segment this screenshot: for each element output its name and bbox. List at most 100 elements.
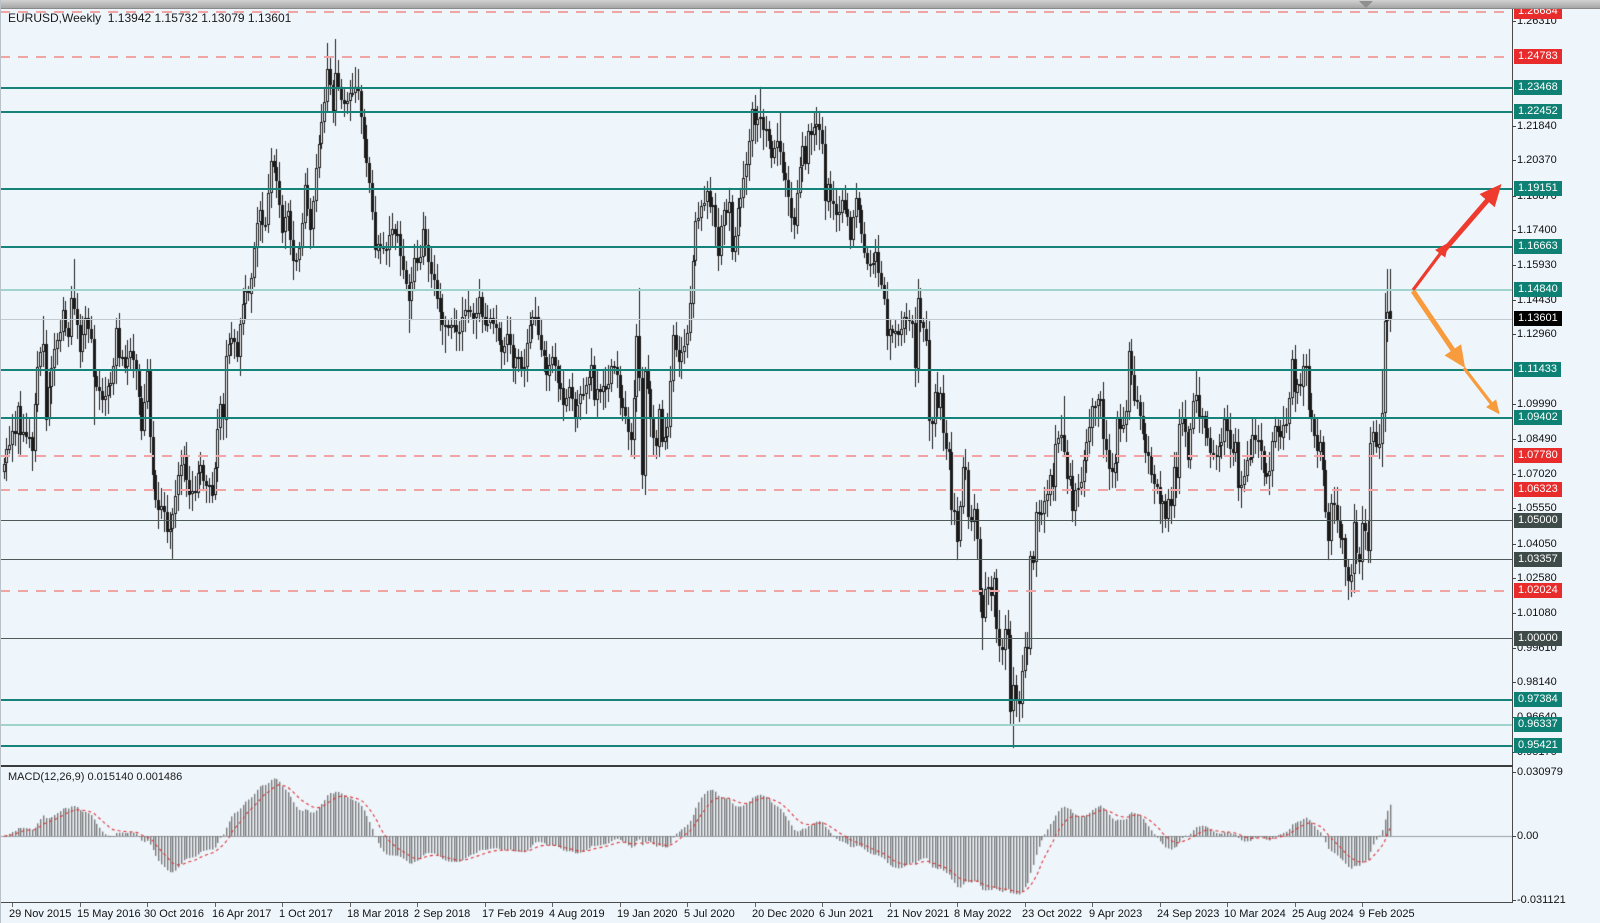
axis-tick-mark (1512, 439, 1516, 440)
level-price-badge: 1.23468 (1514, 80, 1562, 95)
price-axis-separator (1512, 8, 1513, 903)
axis-tick-mark (1512, 648, 1516, 649)
level-price-badge: 0.95421 (1514, 738, 1562, 753)
date-label: 21 Nov 2021 (887, 908, 950, 920)
date-tick-mark (620, 903, 621, 907)
level-line (0, 11, 1512, 13)
macd-panel-bottom-border (0, 902, 1513, 903)
date-label: 9 Apr 2023 (1089, 908, 1143, 920)
price-tick-label: 1.04050 (1517, 538, 1557, 550)
level-price-badge: 1.19151 (1514, 181, 1562, 196)
level-line (0, 559, 1512, 560)
date-tick-mark (1092, 903, 1093, 907)
level-line (0, 590, 1512, 592)
macd-axis-label: -0.031121 (1517, 894, 1566, 906)
current-price-badge: 1.13601 (1514, 311, 1562, 326)
level-price-badge: 0.96337 (1514, 717, 1562, 732)
axis-tick-mark (1512, 836, 1516, 837)
date-tick-mark (957, 903, 958, 907)
level-line (0, 489, 1512, 491)
level-price-badge: 1.02024 (1514, 583, 1562, 598)
date-label: 15 May 2016 (77, 908, 141, 920)
level-price-badge: 0.97384 (1514, 692, 1562, 707)
date-label: 25 Aug 2024 (1292, 908, 1354, 920)
axis-tick-mark (1512, 126, 1516, 127)
date-tick-mark (282, 903, 283, 907)
date-tick-mark (12, 903, 13, 907)
date-label: 9 Feb 2025 (1359, 908, 1415, 920)
date-label: 19 Jan 2020 (617, 908, 678, 920)
date-tick-mark (1160, 903, 1161, 907)
level-price-badge: 1.03357 (1514, 552, 1562, 567)
price-and-macd-chart-canvas[interactable] (0, 0, 1512, 923)
date-label: 29 Nov 2015 (9, 908, 72, 920)
macd-axis-label: 0.00 (1517, 830, 1539, 842)
level-line (0, 455, 1512, 457)
date-label: 4 Aug 2019 (549, 908, 605, 920)
macd-indicator-label: MACD(12,26,9) 0.015140 0.001486 (8, 771, 183, 783)
price-tick-label: 0.98140 (1517, 676, 1557, 688)
date-tick-mark (687, 903, 688, 907)
date-label: 17 Feb 2019 (482, 908, 544, 920)
axis-tick-mark (1512, 900, 1516, 901)
price-tick-label: 1.09990 (1517, 398, 1557, 410)
date-label: 10 Mar 2024 (1224, 908, 1286, 920)
date-tick-mark (1295, 903, 1296, 907)
date-tick-mark (1227, 903, 1228, 907)
level-price-badge: 1.22452 (1514, 104, 1562, 119)
level-line (0, 369, 1512, 371)
date-label: 23 Oct 2022 (1022, 908, 1082, 920)
level-line (0, 56, 1512, 58)
level-price-badge: 1.16663 (1514, 239, 1562, 254)
axis-tick-mark (1512, 230, 1516, 231)
price-tick-label: 1.12960 (1517, 328, 1557, 340)
level-line (0, 417, 1512, 419)
date-tick-mark (552, 903, 553, 907)
axis-tick-mark (1512, 544, 1516, 545)
axis-tick-mark (1512, 160, 1516, 161)
level-price-badge: 1.14840 (1514, 282, 1562, 297)
level-line (0, 188, 1512, 190)
main-panel-bottom-border (0, 765, 1513, 767)
level-line (0, 111, 1512, 113)
level-line (0, 87, 1512, 89)
chart-shift-marker-icon[interactable] (1359, 1, 1373, 8)
date-label: 2 Sep 2018 (414, 908, 471, 920)
date-tick-mark (417, 903, 418, 907)
level-line (0, 520, 1512, 521)
level-line (0, 246, 1512, 248)
level-price-badge: 1.09402 (1514, 410, 1562, 425)
axis-tick-mark (1512, 404, 1516, 405)
date-label: 6 Jun 2021 (819, 908, 874, 920)
axis-tick-mark (1512, 578, 1516, 579)
axis-tick-mark (1512, 21, 1516, 22)
axis-tick-mark (1512, 300, 1516, 301)
axis-tick-mark (1512, 334, 1516, 335)
price-tick-label: 1.20370 (1517, 154, 1557, 166)
axis-tick-mark (1512, 474, 1516, 475)
level-line (0, 638, 1512, 639)
price-tick-label: 1.15930 (1517, 259, 1557, 271)
window-left-edge (0, 0, 1, 923)
axis-tick-mark (1512, 265, 1516, 266)
chart-title: EURUSD,Weekly 1.13942 1.15732 1.13079 1.… (8, 11, 292, 25)
axis-tick-mark (1512, 508, 1516, 509)
axis-tick-mark (1512, 196, 1516, 197)
level-line (0, 289, 1512, 291)
top-scroll-strip[interactable] (0, 0, 1600, 9)
price-tick-label: 1.07020 (1517, 468, 1557, 480)
date-tick-mark (1025, 903, 1026, 907)
price-tick-label: 1.14430 (1517, 294, 1557, 306)
level-price-badge: 1.00000 (1514, 631, 1562, 646)
axis-tick-mark (1512, 613, 1516, 614)
date-label: 18 Mar 2018 (347, 908, 409, 920)
price-tick-label: 1.08490 (1517, 433, 1557, 445)
current-price-line (0, 319, 1512, 320)
level-price-badge: 1.11433 (1514, 362, 1561, 377)
date-label: 30 Oct 2016 (144, 908, 204, 920)
date-tick-mark (215, 903, 216, 907)
price-tick-label: 1.17400 (1517, 224, 1557, 236)
price-tick-label: 1.21840 (1517, 120, 1557, 132)
date-tick-mark (147, 903, 148, 907)
